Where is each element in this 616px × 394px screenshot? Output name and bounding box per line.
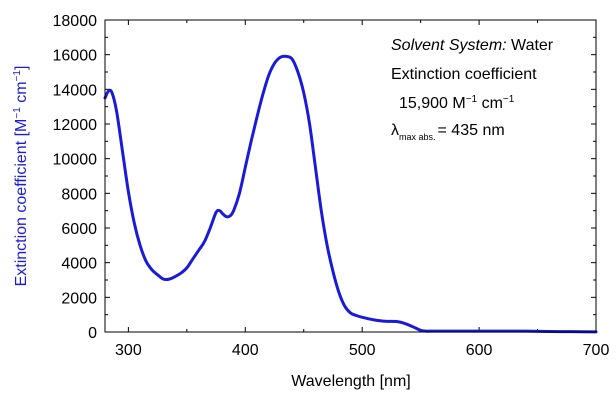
plot-frame (104, 19, 597, 333)
y-axis-ticks: 0 2000 4000 6000 8000 10000 12000 14000 16000 180… (53, 13, 596, 342)
annotation-box: Solvent System: Water Extinction coeffic… (391, 37, 554, 142)
y-tick-label: 0 (88, 325, 97, 342)
lambda-max-annotation: λmax abs. = 435 nm (391, 122, 505, 142)
y-tick-label: 14000 (53, 82, 98, 99)
extinction-label: Extinction coefficient (391, 66, 537, 83)
y-tick-label: 18000 (53, 13, 98, 30)
x-tick-label: 400 (232, 342, 259, 359)
series-line (103, 54, 598, 334)
y-tick-label: 4000 (61, 256, 97, 273)
x-tick-label: 500 (349, 342, 376, 359)
y-tick-label: 10000 (53, 152, 98, 169)
x-axis-title: Wavelength [nm] (291, 373, 410, 390)
x-tick-label: 600 (466, 342, 493, 359)
y-tick-label: 8000 (61, 186, 97, 203)
extinction-value: 15,900 M−1 cm−1 (399, 94, 515, 112)
solvent-annotation: Solvent System: Water (391, 37, 554, 54)
y-tick-label: 6000 (61, 221, 97, 238)
y-axis-title: Extinction coefficient [M−1 cm−1] (12, 66, 30, 287)
y-tick-label: 12000 (53, 117, 98, 134)
x-tick-label: 300 (115, 342, 142, 359)
y-tick-label: 2000 (61, 290, 97, 307)
y-tick-label: 16000 (53, 48, 98, 65)
x-tick-label: 700 (583, 342, 610, 359)
